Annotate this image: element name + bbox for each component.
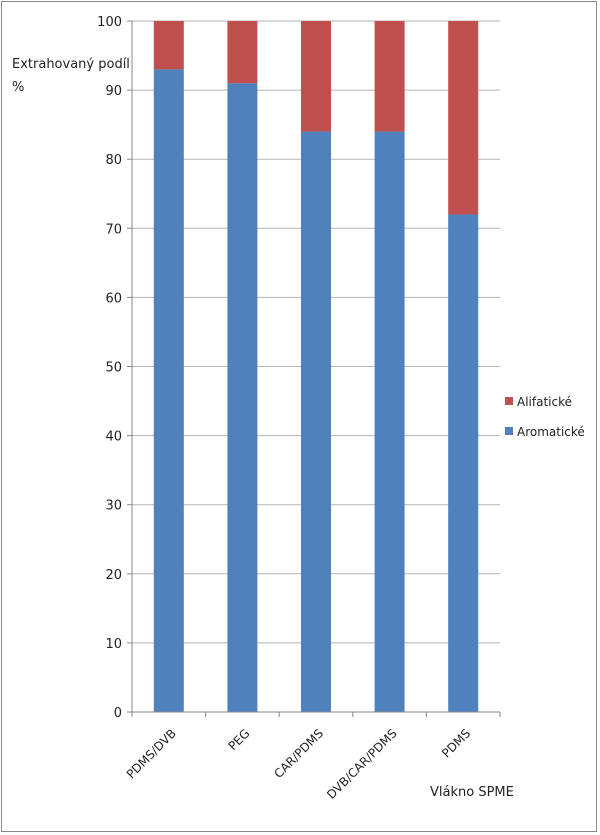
- bar-aromatické-pdms: [448, 214, 479, 713]
- y-tick-label: 80: [105, 153, 122, 168]
- y-tick-label: 90: [105, 84, 122, 99]
- bar-aromatické-car-pdms: [301, 131, 331, 712]
- bar-aromatické-peg: [227, 83, 258, 712]
- x-tick-label: PDMS: [439, 726, 473, 760]
- y-tick-label: 10: [105, 637, 122, 652]
- bar-aromatické-dvb-car-pdms: [374, 131, 405, 712]
- y-axis-unit: %: [12, 80, 24, 95]
- x-tick-label: CAR/PDMS: [271, 726, 326, 781]
- bar-aromatické-pdms-dvb: [153, 69, 184, 713]
- y-tick-label: 40: [105, 430, 122, 445]
- y-tick-label: 100: [97, 15, 122, 30]
- legend-label: Aromatické: [517, 425, 585, 439]
- bar-alifatické-car-pdms: [301, 21, 331, 132]
- x-axis-label: Vlákno SPME: [430, 785, 514, 800]
- y-tick-label: 70: [105, 222, 122, 237]
- legend-label: Alifatické: [517, 395, 572, 409]
- legend-swatch: [505, 397, 513, 405]
- x-tick-label: PDMS/DVB: [124, 726, 179, 781]
- y-tick-label: 60: [105, 291, 122, 306]
- bar-alifatické-pdms-dvb: [153, 21, 184, 70]
- bar-alifatické-pdms: [448, 21, 479, 215]
- y-tick-label: 0: [114, 706, 122, 721]
- bar-alifatické-dvb-car-pdms: [374, 21, 405, 132]
- bar-alifatické-peg: [227, 21, 258, 84]
- y-tick-label: 30: [105, 499, 122, 514]
- legend-swatch: [505, 427, 513, 435]
- y-tick-label: 20: [105, 568, 122, 583]
- y-axis-label: Extrahovaný podíl: [12, 57, 130, 72]
- y-tick-label: 50: [105, 361, 122, 376]
- x-tick-label: DVB/CAR/PDMS: [324, 726, 400, 802]
- x-tick-label: PEG: [226, 726, 253, 753]
